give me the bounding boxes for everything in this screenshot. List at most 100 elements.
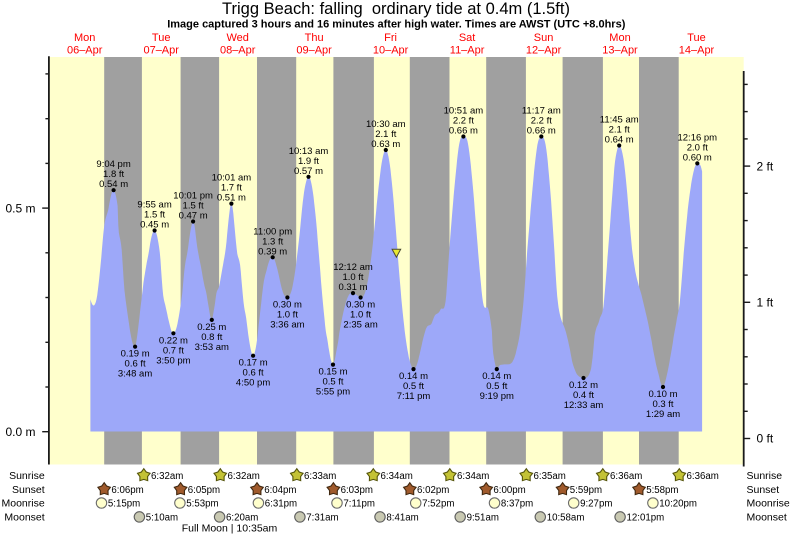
- svg-text:1:29 am: 1:29 am: [646, 409, 680, 420]
- svg-text:Sunrise: Sunrise: [9, 470, 45, 482]
- svg-text:0.10 m: 0.10 m: [648, 389, 677, 400]
- svg-text:0.64 m: 0.64 m: [605, 135, 634, 146]
- svg-text:10:01 pm: 10:01 pm: [173, 191, 213, 202]
- svg-text:6:36am: 6:36am: [687, 471, 719, 482]
- svg-text:2.2 ft: 2.2 ft: [453, 116, 474, 127]
- svg-text:10:51 am: 10:51 am: [444, 106, 484, 117]
- svg-text:0.5 ft: 0.5 ft: [403, 381, 424, 392]
- svg-text:2:35 am: 2:35 am: [343, 320, 377, 331]
- svg-text:Image captured 3 hours and 16: Image captured 3 hours and 16 minutes af…: [167, 19, 625, 31]
- svg-text:07–Apr: 07–Apr: [143, 45, 179, 57]
- svg-text:10:01 am: 10:01 am: [212, 173, 252, 184]
- svg-text:5:55 pm: 5:55 pm: [316, 387, 350, 398]
- svg-text:3:50 pm: 3:50 pm: [156, 355, 190, 366]
- svg-text:0.66 m: 0.66 m: [527, 126, 556, 137]
- svg-text:0.5 ft: 0.5 ft: [486, 381, 507, 392]
- svg-text:0.0 m: 0.0 m: [5, 425, 35, 439]
- svg-text:7:11 pm: 7:11 pm: [397, 391, 431, 402]
- svg-text:1.8 ft: 1.8 ft: [103, 169, 124, 180]
- svg-text:2.1 ft: 2.1 ft: [609, 125, 630, 136]
- svg-text:Fri: Fri: [384, 32, 397, 44]
- svg-text:0.14 m: 0.14 m: [482, 371, 511, 382]
- svg-text:0.47 m: 0.47 m: [179, 211, 208, 222]
- svg-text:9:51am: 9:51am: [467, 513, 499, 524]
- svg-text:6:32am: 6:32am: [151, 471, 183, 482]
- svg-text:0.25 m: 0.25 m: [197, 322, 226, 333]
- svg-text:0.8 ft: 0.8 ft: [201, 332, 222, 343]
- svg-text:6:31pm: 6:31pm: [265, 499, 297, 510]
- svg-text:0.5 m: 0.5 m: [5, 201, 35, 215]
- svg-text:08–Apr: 08–Apr: [220, 45, 256, 57]
- svg-text:12:01pm: 12:01pm: [627, 513, 665, 524]
- svg-text:10:58am: 10:58am: [547, 513, 585, 524]
- svg-text:6:04pm: 6:04pm: [264, 485, 296, 496]
- svg-text:Sunset: Sunset: [12, 484, 45, 496]
- svg-text:1 ft: 1 ft: [757, 296, 774, 310]
- svg-text:12–Apr: 12–Apr: [526, 45, 562, 57]
- svg-text:1.5 ft: 1.5 ft: [183, 201, 204, 212]
- svg-text:5:59pm: 5:59pm: [570, 485, 602, 496]
- svg-text:06–Apr: 06–Apr: [67, 45, 103, 57]
- svg-text:11–Apr: 11–Apr: [450, 45, 485, 57]
- svg-text:0.54 m: 0.54 m: [99, 179, 128, 190]
- svg-text:1.5 ft: 1.5 ft: [144, 210, 165, 221]
- svg-text:Tue: Tue: [152, 32, 171, 44]
- svg-text:6:34am: 6:34am: [457, 471, 489, 482]
- svg-text:0.15 m: 0.15 m: [318, 367, 347, 378]
- svg-text:2.2 ft: 2.2 ft: [531, 116, 552, 127]
- svg-text:10:13 am: 10:13 am: [289, 146, 329, 157]
- svg-text:Moonrise: Moonrise: [2, 498, 45, 510]
- svg-text:0.66 m: 0.66 m: [449, 126, 478, 137]
- svg-text:2.1 ft: 2.1 ft: [375, 129, 396, 140]
- svg-text:7:31am: 7:31am: [306, 513, 338, 524]
- svg-text:7:52pm: 7:52pm: [422, 499, 454, 510]
- svg-text:6:35am: 6:35am: [534, 471, 566, 482]
- svg-text:3:48 am: 3:48 am: [118, 369, 152, 380]
- svg-text:Full Moon | 10:35am: Full Moon | 10:35am: [182, 523, 278, 535]
- svg-text:11:00 pm: 11:00 pm: [253, 226, 292, 237]
- svg-text:3:36 am: 3:36 am: [270, 320, 304, 331]
- svg-text:09–Apr: 09–Apr: [296, 45, 332, 57]
- svg-text:10:20pm: 10:20pm: [659, 499, 697, 510]
- svg-text:0.39 m: 0.39 m: [258, 246, 287, 257]
- svg-text:12:33 am: 12:33 am: [564, 400, 604, 411]
- svg-text:3:53 am: 3:53 am: [195, 342, 229, 353]
- svg-text:2 ft: 2 ft: [757, 159, 774, 173]
- svg-text:6:00pm: 6:00pm: [493, 485, 525, 496]
- svg-text:7:11pm: 7:11pm: [343, 499, 375, 510]
- svg-text:0.19 m: 0.19 m: [121, 349, 150, 360]
- svg-text:9:04 pm: 9:04 pm: [96, 159, 130, 170]
- svg-text:8:41am: 8:41am: [386, 513, 418, 524]
- svg-text:10:30 am: 10:30 am: [366, 119, 406, 130]
- svg-text:9:27pm: 9:27pm: [580, 499, 612, 510]
- svg-text:1.7 ft: 1.7 ft: [221, 183, 242, 194]
- svg-text:Sunrise: Sunrise: [747, 470, 783, 482]
- svg-text:0.4 ft: 0.4 ft: [573, 390, 594, 401]
- svg-text:Wed: Wed: [226, 32, 248, 44]
- svg-text:Mon: Mon: [74, 32, 95, 44]
- svg-text:5:10am: 5:10am: [146, 513, 178, 524]
- svg-text:12:12 am: 12:12 am: [333, 262, 373, 273]
- svg-text:Sunset: Sunset: [747, 484, 780, 496]
- svg-text:5:15pm: 5:15pm: [108, 499, 140, 510]
- svg-text:1.0 ft: 1.0 ft: [350, 310, 371, 321]
- svg-text:0.30 m: 0.30 m: [273, 300, 302, 311]
- svg-text:Mon: Mon: [609, 32, 630, 44]
- svg-text:6:03pm: 6:03pm: [341, 485, 373, 496]
- svg-text:Trigg Beach: falling ordinary: Trigg Beach: falling ordinary tide at 0.…: [222, 0, 570, 18]
- svg-text:0.31 m: 0.31 m: [338, 282, 367, 293]
- svg-text:1.3 ft: 1.3 ft: [262, 236, 283, 247]
- svg-text:6:36am: 6:36am: [610, 471, 642, 482]
- svg-text:6:33am: 6:33am: [304, 471, 336, 482]
- svg-text:0.17 m: 0.17 m: [239, 358, 268, 369]
- svg-text:11:17 am: 11:17 am: [522, 106, 561, 117]
- svg-text:8:37pm: 8:37pm: [501, 499, 533, 510]
- svg-text:Sat: Sat: [459, 32, 476, 44]
- svg-text:9:55 am: 9:55 am: [137, 200, 171, 211]
- svg-text:0.6 ft: 0.6 ft: [243, 368, 264, 379]
- svg-text:0.45 m: 0.45 m: [140, 220, 169, 231]
- svg-text:6:02pm: 6:02pm: [417, 485, 449, 496]
- svg-text:0.14 m: 0.14 m: [399, 371, 428, 382]
- svg-text:0.7 ft: 0.7 ft: [163, 345, 184, 356]
- svg-text:2.0 ft: 2.0 ft: [687, 142, 708, 153]
